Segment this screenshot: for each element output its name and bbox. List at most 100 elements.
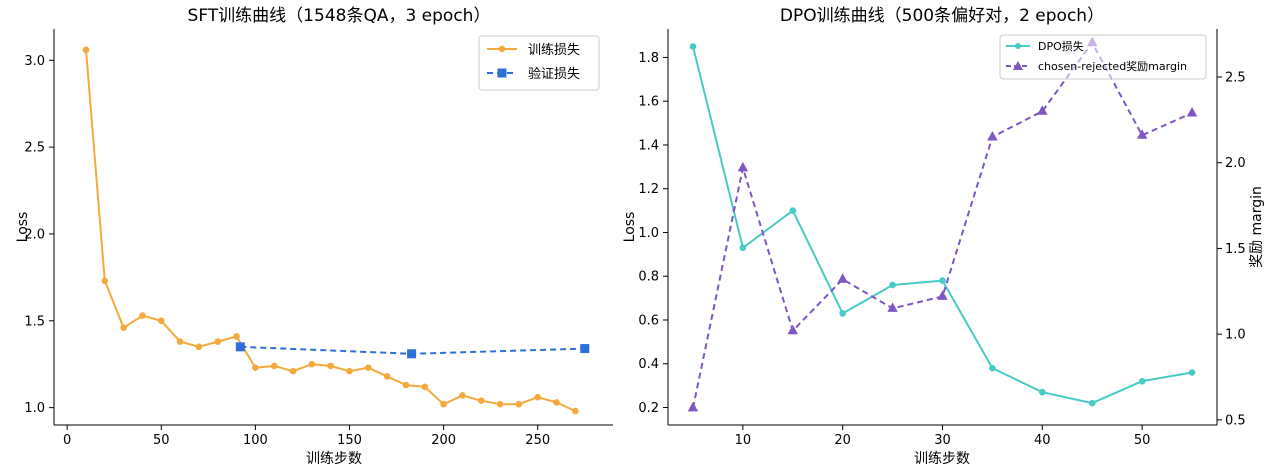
sft-chart-title: SFT训练曲线（1548条QA，3 epoch） bbox=[188, 6, 491, 26]
dpo-data-point bbox=[937, 290, 948, 300]
sft-train-loss-series bbox=[82, 46, 579, 415]
dpo-data-point bbox=[1136, 129, 1148, 139]
dpo-y-tick-label: 0.8 bbox=[638, 270, 659, 285]
dpo-data-point bbox=[837, 273, 848, 283]
dpo-data-point bbox=[787, 324, 798, 335]
sft-x-tick-label: 200 bbox=[431, 433, 456, 448]
sft-data-point bbox=[515, 400, 523, 408]
sft-legend-label-val: 验证损失 bbox=[528, 66, 580, 82]
sft-x-tick-label: 0 bbox=[63, 433, 71, 448]
dpo-series-line bbox=[692, 46, 1193, 405]
dpo-x-ticks: 10 20 30 40 50 bbox=[735, 425, 1151, 448]
sft-data-point bbox=[534, 393, 542, 401]
dpo-data-point bbox=[1188, 369, 1196, 376]
dpo-data-point bbox=[839, 310, 846, 317]
dpo-y-ticks-left: 0.2 0.4 0.6 0.8 1.0 1.2 1.4 1.6 1.8 bbox=[638, 51, 668, 416]
dpo-y2-axis-label: 奖励 margin bbox=[1248, 186, 1265, 268]
dpo-data-point bbox=[887, 302, 898, 312]
sft-data-point bbox=[214, 338, 222, 345]
dpo-y-ticks-right: 0.5 1.0 1.5 2.0 2.5 bbox=[1217, 71, 1246, 428]
sft-y-axis-label: Loss bbox=[15, 212, 31, 243]
dpo-data-point bbox=[737, 161, 749, 172]
dpo-y2-tick-label: 1.0 bbox=[1225, 328, 1246, 343]
dpo-chart: DPO训练曲线（500条偏好对，2 epoch） 10 20 30 40 50 0.20… bbox=[622, 6, 1265, 467]
sft-legend-marker-val bbox=[497, 68, 507, 78]
sft-data-point bbox=[383, 373, 391, 380]
dpo-y-tick-label: 0.6 bbox=[638, 313, 659, 328]
dpo-legend-label-loss: DPO损失 bbox=[1038, 39, 1084, 53]
dpo-y-tick-label: 1.2 bbox=[638, 182, 659, 197]
dpo-data-point bbox=[889, 281, 896, 289]
sft-series-line bbox=[85, 49, 576, 413]
sft-y-tick-label: 2.0 bbox=[24, 227, 45, 242]
dpo-legend-marker-margin bbox=[1013, 61, 1023, 70]
dpo-legend-box bbox=[999, 34, 1207, 80]
sft-val-loss-series bbox=[235, 342, 590, 359]
sft-legend: 训练损失 验证损失 bbox=[478, 35, 600, 91]
sft-data-point bbox=[270, 362, 278, 370]
sft-data-point bbox=[195, 343, 203, 351]
dpo-data-point bbox=[1138, 377, 1146, 385]
dpo-data-point bbox=[1088, 399, 1096, 407]
sft-legend-marker-train bbox=[498, 45, 506, 53]
sft-x-ticks: 0 50 100 150 200 250 bbox=[63, 425, 550, 448]
sft-x-tick-label: 50 bbox=[153, 433, 170, 448]
dpo-y-tick-label: 1.6 bbox=[638, 95, 659, 110]
sft-data-point bbox=[421, 383, 429, 391]
dpo-y2-tick-label: 2.0 bbox=[1225, 156, 1246, 171]
sft-data-point bbox=[289, 367, 297, 375]
dpo-y2-tick-label: 2.5 bbox=[1225, 71, 1246, 86]
dpo-y2-tick-label: 0.5 bbox=[1225, 413, 1246, 428]
dpo-x-tick-label: 10 bbox=[735, 433, 752, 448]
sft-y-tick-label: 2.5 bbox=[24, 141, 45, 156]
dpo-loss-series bbox=[689, 43, 1196, 407]
dpo-data-point bbox=[687, 401, 699, 412]
dpo-data-point bbox=[789, 207, 797, 214]
sft-data-point bbox=[553, 399, 560, 406]
dpo-data-point bbox=[1037, 105, 1048, 115]
dpo-y2-tick-label: 1.5 bbox=[1225, 242, 1246, 257]
dpo-data-point bbox=[739, 244, 747, 252]
sft-x-axis-label: 训练步数 bbox=[306, 451, 362, 467]
dpo-y-axis-label: Loss bbox=[622, 212, 638, 243]
sft-x-tick-label: 100 bbox=[243, 433, 268, 448]
sft-data-point bbox=[176, 338, 184, 345]
dpo-x-tick-label: 20 bbox=[834, 433, 851, 448]
dpo-x-tick-label: 50 bbox=[1134, 433, 1151, 448]
dpo-y-tick-label: 1.8 bbox=[638, 51, 659, 66]
sft-data-point bbox=[440, 400, 447, 408]
sft-data-point bbox=[365, 364, 372, 371]
dpo-data-point bbox=[689, 43, 697, 50]
sft-data-point bbox=[459, 392, 466, 399]
dpo-legend: DPO损失 chosen-rejected奖励margin bbox=[999, 34, 1207, 80]
dpo-data-point bbox=[1186, 107, 1198, 117]
dpo-data-point bbox=[989, 364, 996, 372]
dpo-y-tick-label: 0.2 bbox=[638, 401, 659, 416]
sft-x-tick-label: 150 bbox=[337, 433, 362, 448]
sft-data-point bbox=[407, 349, 417, 359]
sft-axes bbox=[53, 29, 613, 426]
sft-data-point bbox=[233, 333, 240, 340]
sft-data-point bbox=[477, 397, 485, 404]
dpo-margin-series bbox=[687, 36, 1198, 412]
dpo-y-tick-label: 1.4 bbox=[638, 138, 659, 153]
sft-data-point bbox=[120, 324, 127, 332]
dpo-legend-marker-loss bbox=[1015, 43, 1021, 49]
sft-data-point bbox=[308, 360, 316, 368]
dpo-legend-label-margin: chosen-rejected奖励margin bbox=[1038, 59, 1187, 73]
sft-y-ticks: 1.0 1.5 2.0 2.5 3.0 bbox=[24, 54, 54, 416]
dpo-chart-title: DPO训练曲线（500条偏好对，2 epoch） bbox=[780, 6, 1104, 26]
sft-data-point bbox=[157, 317, 165, 325]
sft-x-tick-label: 250 bbox=[525, 433, 550, 448]
dpo-data-point bbox=[987, 131, 998, 141]
sft-y-tick-label: 1.5 bbox=[24, 314, 45, 329]
sft-data-point bbox=[580, 344, 590, 354]
dpo-y-tick-label: 1.0 bbox=[638, 226, 659, 241]
sft-data-point bbox=[235, 342, 245, 352]
dpo-y-tick-label: 0.4 bbox=[638, 357, 659, 372]
sft-data-point bbox=[346, 367, 353, 375]
sft-data-point bbox=[82, 46, 90, 54]
dpo-data-point bbox=[1039, 388, 1046, 396]
dpo-x-tick-label: 40 bbox=[1034, 433, 1051, 448]
sft-data-point bbox=[327, 362, 334, 370]
